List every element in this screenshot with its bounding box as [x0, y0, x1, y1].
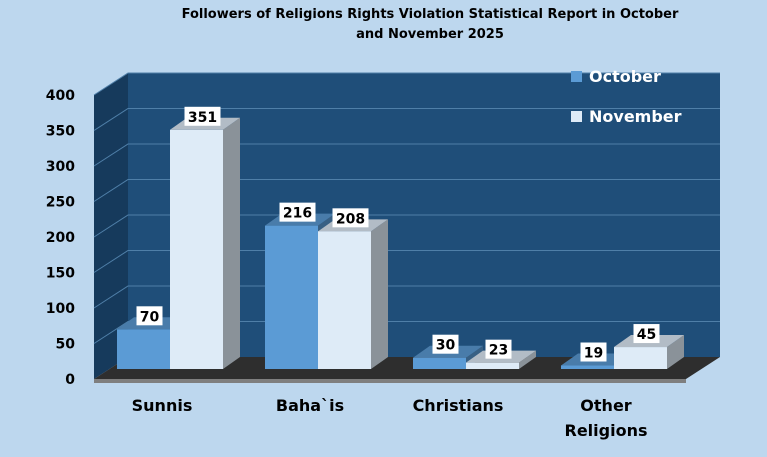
data-label-box	[432, 334, 459, 354]
data-label-text: 23	[489, 343, 508, 359]
legend-swatch	[571, 111, 582, 122]
gridline	[93, 214, 720, 238]
data-label: 23	[485, 339, 512, 359]
gridline	[93, 250, 720, 273]
data-label-text: 70	[140, 309, 160, 325]
bar-side	[223, 117, 240, 369]
bar-front	[318, 231, 371, 369]
x-tick-label: Other	[580, 396, 631, 415]
bars: 70 351 216 208 30 23 19 45	[117, 106, 684, 369]
y-tick-label: 50	[56, 337, 76, 353]
data-label: 30	[432, 334, 459, 354]
chart-title: Followers of Religions Rights Violation …	[182, 7, 679, 42]
legend-item: October	[571, 67, 661, 86]
data-label-box	[136, 306, 163, 326]
data-label-text: 208	[336, 211, 365, 227]
data-label: 351	[184, 106, 221, 126]
data-label-text: 30	[436, 338, 456, 354]
data-label: 216	[279, 202, 316, 222]
bar-front	[561, 365, 614, 369]
bar-front	[265, 225, 318, 369]
legend-item: November	[571, 107, 682, 126]
bar-front	[614, 347, 667, 369]
data-label-text: 216	[283, 206, 312, 222]
gridline	[93, 179, 720, 202]
data-label-box	[633, 324, 660, 344]
bar	[170, 117, 240, 369]
x-tick-label: Religions	[565, 421, 648, 440]
data-label-box	[279, 202, 316, 222]
data-label: 208	[332, 208, 369, 228]
bar-side	[667, 335, 684, 369]
gridline	[93, 285, 720, 309]
data-label-box	[485, 339, 512, 359]
data-label: 19	[580, 342, 607, 362]
gridline	[93, 321, 720, 344]
data-label: 70	[136, 306, 163, 326]
data-label-text: 19	[584, 346, 603, 362]
y-tick-label: 250	[46, 195, 75, 211]
data-label-text: 351	[188, 110, 217, 126]
bar-side	[371, 219, 388, 369]
x-tick-label: Christians	[413, 396, 504, 415]
gridline	[93, 108, 720, 131]
bar	[614, 335, 684, 369]
legend: October November	[571, 67, 682, 126]
y-axis: 0 50 100 150 200 250 300 350 400	[46, 88, 75, 388]
x-tick-label: Baha`is	[276, 396, 344, 415]
chart-title-line-1: Followers of Religions Rights Violation …	[182, 7, 679, 22]
data-label: 45	[633, 324, 660, 344]
y-tick-label: 300	[46, 159, 75, 175]
gridline	[93, 143, 720, 167]
floor	[94, 357, 720, 379]
bar-front	[170, 129, 223, 369]
bar-front	[413, 357, 466, 369]
bar-side	[519, 350, 536, 369]
data-label-box	[580, 342, 607, 362]
x-tick-label: Sunnis	[132, 396, 193, 415]
floor-front-edge	[94, 379, 686, 383]
y-tick-label: 100	[46, 301, 75, 317]
bar-front	[117, 329, 170, 369]
legend-label: November	[589, 107, 682, 126]
gridlines	[93, 72, 720, 344]
gridline	[93, 72, 720, 96]
legend-swatch	[571, 71, 582, 82]
bar-front	[466, 362, 519, 369]
y-tick-label: 0	[65, 372, 75, 388]
y-tick-label: 350	[46, 124, 75, 140]
y-tick-label: 150	[46, 266, 75, 282]
y-tick-label: 200	[46, 230, 75, 246]
x-axis: Sunnis Baha`is Christians Other Religions	[132, 396, 648, 440]
legend-label: October	[589, 67, 661, 86]
data-label-box	[332, 208, 369, 228]
bar	[318, 219, 388, 369]
chart-title-line-2: and November 2025	[356, 27, 504, 42]
data-label-text: 45	[637, 327, 656, 343]
data-label-box	[184, 106, 221, 126]
y-tick-label: 400	[46, 88, 75, 104]
